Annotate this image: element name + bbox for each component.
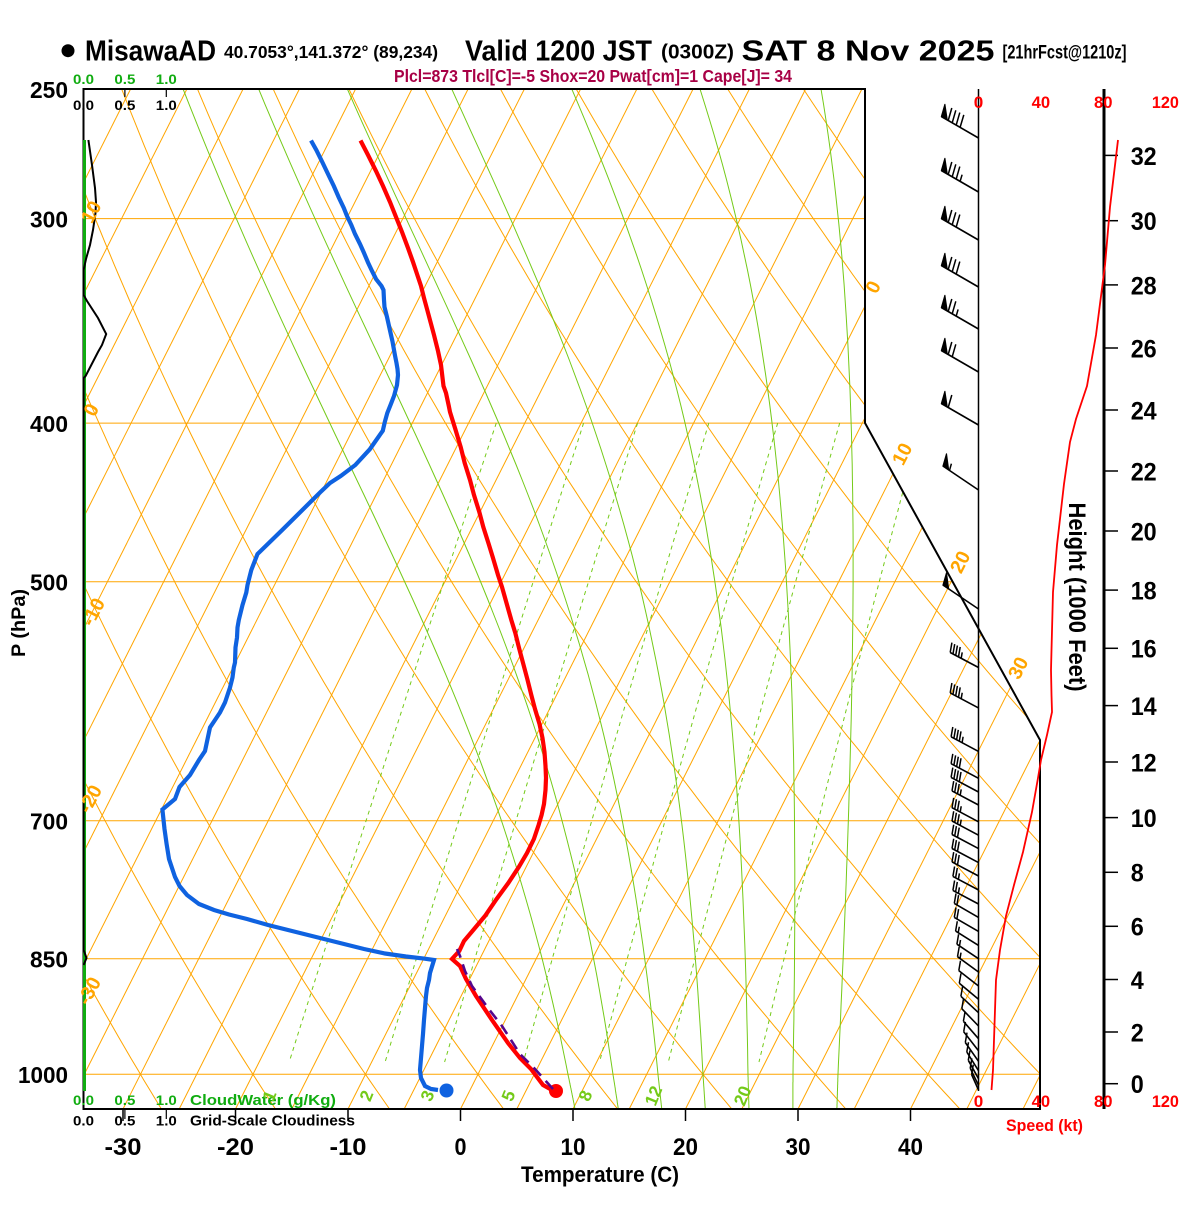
svg-text:16: 16 (1131, 636, 1157, 664)
svg-text:-10: -10 (330, 1134, 367, 1161)
svg-text:20: 20 (673, 1134, 698, 1161)
svg-text:32: 32 (1131, 143, 1157, 171)
svg-text:0.0: 0.0 (73, 71, 94, 87)
svg-text:P (hPa): P (hPa) (9, 589, 30, 657)
svg-text:26: 26 (1131, 335, 1157, 363)
svg-text:250: 250 (30, 77, 68, 103)
svg-text:(0300Z): (0300Z) (661, 42, 734, 64)
svg-text:14: 14 (1131, 693, 1157, 721)
svg-text:0.5: 0.5 (114, 97, 135, 113)
svg-text:10: 10 (1131, 805, 1157, 833)
svg-text:40: 40 (1032, 1092, 1051, 1111)
svg-text:0: 0 (974, 93, 984, 112)
svg-text:850: 850 (30, 947, 68, 973)
svg-text:Grid-Scale Cloudiness: Grid-Scale Cloudiness (190, 1113, 355, 1130)
svg-text:10: 10 (561, 1134, 586, 1161)
svg-text:0.0: 0.0 (73, 97, 94, 113)
svg-text:Valid 1200 JST: Valid 1200 JST (465, 36, 652, 68)
svg-text:Temperature (C): Temperature (C) (521, 1162, 679, 1187)
svg-text:18: 18 (1131, 578, 1157, 606)
svg-text:8: 8 (1131, 860, 1144, 888)
svg-text:22: 22 (1131, 458, 1157, 486)
svg-text:-20: -20 (217, 1134, 254, 1161)
svg-text:CloudWater (g/Kg): CloudWater (g/Kg) (190, 1092, 336, 1109)
svg-text:2: 2 (1131, 1019, 1144, 1047)
svg-text:1000: 1000 (18, 1062, 68, 1088)
svg-text:300: 300 (30, 206, 68, 232)
svg-text:30: 30 (1131, 208, 1157, 236)
svg-text:0: 0 (455, 1134, 467, 1161)
svg-text:0.0: 0.0 (73, 1092, 94, 1108)
svg-text:12: 12 (1131, 749, 1157, 777)
svg-text:0: 0 (1131, 1071, 1144, 1099)
svg-text:80: 80 (1094, 93, 1113, 112)
svg-text:Speed (kt): Speed (kt) (1006, 1116, 1083, 1135)
svg-text:400: 400 (30, 411, 68, 437)
svg-text:40: 40 (1032, 93, 1051, 112)
svg-text:1.0: 1.0 (156, 71, 177, 87)
svg-text:Height (1000 Feet): Height (1000 Feet) (1063, 503, 1090, 692)
svg-text:80: 80 (1094, 1092, 1113, 1111)
svg-text:120: 120 (1152, 93, 1179, 112)
svg-text:0.0: 0.0 (73, 1113, 94, 1129)
svg-text:40.7053°,141.372° (89,234): 40.7053°,141.372° (89,234) (224, 42, 438, 62)
svg-text:6: 6 (1131, 914, 1144, 942)
svg-text:700: 700 (30, 809, 68, 835)
svg-text:0.5: 0.5 (114, 1113, 135, 1129)
svg-text:4: 4 (1131, 967, 1144, 995)
svg-text:0.5: 0.5 (114, 71, 135, 87)
svg-text:MisawaAD: MisawaAD (85, 36, 216, 68)
svg-text:1.0: 1.0 (156, 97, 177, 113)
svg-text:24: 24 (1131, 397, 1157, 425)
svg-text:120: 120 (1152, 1092, 1179, 1111)
svg-text:[21hrFcst@1210z]: [21hrFcst@1210z] (1003, 43, 1127, 64)
svg-text:500: 500 (30, 570, 68, 596)
svg-text:1.0: 1.0 (156, 1092, 177, 1108)
svg-text:28: 28 (1131, 272, 1157, 300)
svg-text:SAT 8 Nov 2025: SAT 8 Nov 2025 (742, 36, 995, 68)
svg-text:-30: -30 (105, 1134, 142, 1161)
svg-text:30: 30 (786, 1134, 811, 1161)
svg-text:20: 20 (1131, 518, 1157, 546)
svg-text:0: 0 (974, 1092, 984, 1111)
svg-text:0.5: 0.5 (114, 1092, 135, 1108)
svg-text:40: 40 (898, 1134, 923, 1161)
svg-text:1.0: 1.0 (156, 1113, 177, 1129)
svg-text:Plcl=873 Tlcl[C]=-5 Shox=20 Pw: Plcl=873 Tlcl[C]=-5 Shox=20 Pwat[cm]=1 C… (394, 66, 792, 86)
